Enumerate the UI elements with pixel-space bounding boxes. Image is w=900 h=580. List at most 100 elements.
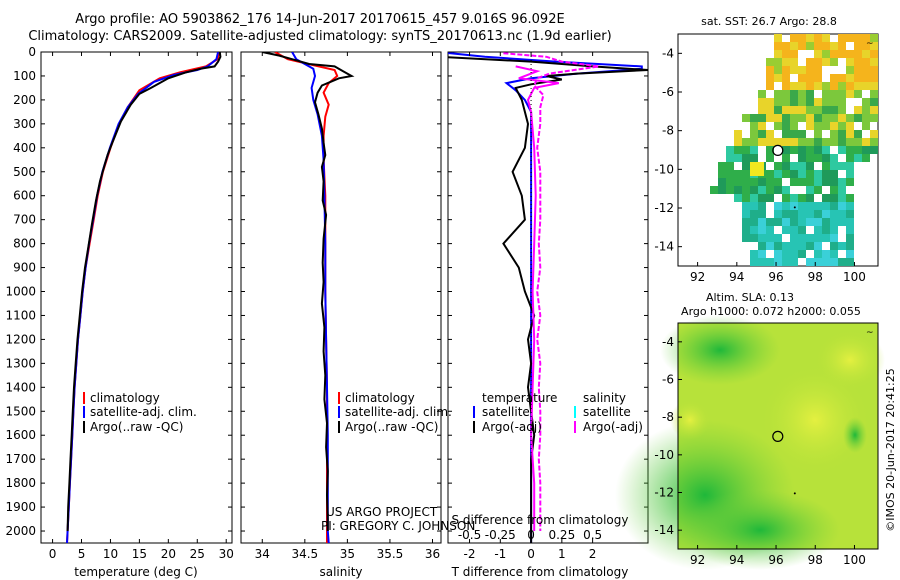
sst-cell xyxy=(846,82,854,90)
sst-cell xyxy=(782,90,790,98)
sst-cell xyxy=(846,34,854,42)
sst-cell xyxy=(798,74,806,82)
sla-map-axes: 92 94 96 98 100 -4 -6 -8 -10 -12 -14 ~ xyxy=(654,328,873,567)
y-tick-label: 1500 xyxy=(5,404,36,418)
sst-cell xyxy=(726,186,734,194)
map-x-tick-label: 96 xyxy=(768,553,783,567)
map-y-tick-label: -6 xyxy=(662,373,674,387)
sst-cell xyxy=(870,106,878,114)
sst-cell xyxy=(814,34,822,42)
sst-cell xyxy=(742,202,750,210)
sst-cell xyxy=(846,242,854,250)
sla-high-region xyxy=(815,330,885,390)
sst-cell xyxy=(726,154,734,162)
sst-cell xyxy=(790,66,798,74)
sst-cell xyxy=(870,90,878,98)
sst-cell xyxy=(766,242,774,250)
sst-cell xyxy=(806,162,814,170)
sst-cell xyxy=(758,250,766,258)
sst-cell xyxy=(798,178,806,186)
figure-title-line1: Argo profile: AO 5903862_176 14-Jun-2017… xyxy=(75,12,565,27)
sst-cell xyxy=(758,98,766,106)
sst-cell xyxy=(830,258,838,266)
sst-cell xyxy=(838,106,846,114)
x-tick-label: 36 xyxy=(425,547,440,561)
sst-cell xyxy=(758,178,766,186)
sst-cell xyxy=(750,194,758,202)
sst-cell xyxy=(798,242,806,250)
sst-cell xyxy=(870,58,878,66)
sst-cell xyxy=(870,66,878,74)
sst-cell xyxy=(750,234,758,242)
sst-cell xyxy=(774,242,782,250)
sst-cell xyxy=(774,162,782,170)
sst-cell xyxy=(790,106,798,114)
y-tick-label: 400 xyxy=(13,141,36,155)
sst-cell xyxy=(846,146,854,154)
sst-cell xyxy=(838,74,846,82)
sst-cell xyxy=(854,42,862,50)
sst-cell xyxy=(846,258,854,266)
sst-cell xyxy=(846,194,854,202)
difference-xlabel: T difference from climatology xyxy=(451,565,629,579)
sst-cell xyxy=(774,170,782,178)
sst-cell xyxy=(806,170,814,178)
sst-cell xyxy=(718,186,726,194)
sst-cell xyxy=(742,186,750,194)
sst-cell xyxy=(758,194,766,202)
map-y-tick-label: -8 xyxy=(662,124,674,138)
sst-cell xyxy=(710,186,718,194)
sst-cell xyxy=(822,50,830,58)
sst-cell xyxy=(742,154,750,162)
sst-cell xyxy=(854,74,862,82)
map-x-tick-label: 92 xyxy=(690,270,705,284)
sst-cell xyxy=(726,162,734,170)
sst-cell xyxy=(766,178,774,186)
sst-cell xyxy=(806,74,814,82)
x-tick-label: -1 xyxy=(494,547,506,561)
sst-cell xyxy=(806,218,814,226)
sst-cell xyxy=(870,50,878,58)
sst-cell xyxy=(862,98,870,106)
sst-cell xyxy=(766,66,774,74)
sst-cell xyxy=(846,74,854,82)
sla-low-region xyxy=(660,315,780,385)
sst-cell xyxy=(742,210,750,218)
sst-cell xyxy=(814,42,822,50)
sst-cell xyxy=(758,226,766,234)
salinity-series-group xyxy=(262,52,355,543)
temperature-legend: climatology satellite-adj. clim. Argo(..… xyxy=(83,391,197,434)
sst-cell xyxy=(750,178,758,186)
sst-cell xyxy=(750,226,758,234)
sst-cell xyxy=(798,210,806,218)
sla-map-frame xyxy=(677,322,879,550)
sst-cell xyxy=(870,138,878,146)
sst-cell xyxy=(790,130,798,138)
sst-cell xyxy=(782,122,790,130)
sst-cell xyxy=(798,34,806,42)
sst-cell xyxy=(846,218,854,226)
x-tick-label: 35.5 xyxy=(377,547,404,561)
sst-cell xyxy=(814,186,822,194)
sst-cell xyxy=(838,98,846,106)
sst-cell xyxy=(814,250,822,258)
y-tick-label: 100 xyxy=(13,69,36,83)
sst-cell xyxy=(846,138,854,146)
sst-cell xyxy=(798,90,806,98)
legend-label-satellite: satellite-adj. clim. xyxy=(345,405,452,419)
map-y-tick-label: -8 xyxy=(662,410,674,424)
y-tick-label: 1100 xyxy=(5,308,36,322)
previous-position-marker xyxy=(793,492,796,495)
sst-cell xyxy=(798,82,806,90)
sst-cell xyxy=(806,58,814,66)
sst-cell xyxy=(790,210,798,218)
x-tick-label: 25 xyxy=(190,547,205,561)
x-tick-label: 15 xyxy=(132,547,147,561)
sst-cell xyxy=(806,258,814,266)
sst-cell xyxy=(774,50,782,58)
sst-cell xyxy=(862,106,870,114)
sst-cell xyxy=(854,130,862,138)
sst-cell xyxy=(766,194,774,202)
sst-cell xyxy=(750,130,758,138)
sst-cell xyxy=(766,170,774,178)
